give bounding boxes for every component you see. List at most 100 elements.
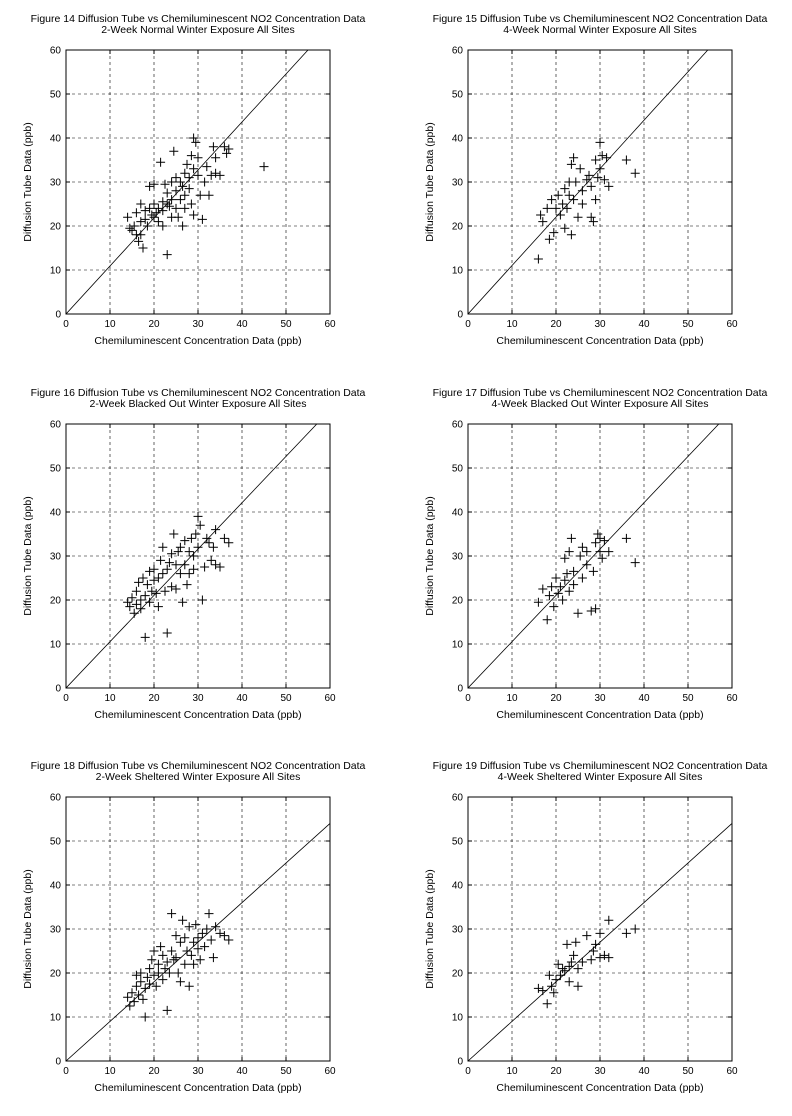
data-point xyxy=(597,553,607,563)
data-point xyxy=(577,957,587,967)
data-point xyxy=(211,153,221,163)
data-point xyxy=(211,168,221,178)
x-tick-label: 10 xyxy=(104,319,116,330)
x-tick-label: 60 xyxy=(324,693,336,704)
data-point xyxy=(533,597,543,607)
data-point xyxy=(204,538,214,548)
reference-line xyxy=(468,823,732,1061)
data-point xyxy=(184,922,194,932)
y-tick-label: 10 xyxy=(452,266,464,277)
data-point xyxy=(178,181,188,191)
data-point xyxy=(136,604,146,614)
data-point xyxy=(599,536,609,546)
data-point xyxy=(202,924,212,934)
data-point xyxy=(162,957,172,967)
data-point xyxy=(558,595,568,605)
x-tick-label: 20 xyxy=(550,319,562,330)
data-point xyxy=(577,542,587,552)
data-point xyxy=(575,551,585,561)
data-point xyxy=(123,597,133,607)
data-point xyxy=(184,547,194,557)
data-point xyxy=(588,566,598,576)
data-point xyxy=(558,199,568,209)
data-point xyxy=(162,250,172,260)
x-tick-label: 10 xyxy=(506,1066,518,1077)
x-tick-label: 40 xyxy=(638,319,650,330)
x-tick-label: 50 xyxy=(280,319,292,330)
x-tick-label: 40 xyxy=(236,693,248,704)
data-point xyxy=(542,615,552,625)
data-point xyxy=(171,953,181,963)
data-point xyxy=(156,157,166,167)
data-point xyxy=(595,533,605,543)
data-point xyxy=(560,966,570,976)
data-point xyxy=(149,199,159,209)
data-point xyxy=(591,939,601,949)
data-point xyxy=(544,591,554,601)
data-point xyxy=(573,212,583,222)
data-point xyxy=(171,584,181,594)
y-tick-label: 20 xyxy=(452,222,464,233)
data-point xyxy=(193,170,203,180)
data-point xyxy=(560,575,570,585)
data-point xyxy=(206,555,216,565)
data-point xyxy=(560,184,570,194)
x-tick-label: 50 xyxy=(682,693,694,704)
data-point xyxy=(134,577,144,587)
data-point xyxy=(189,210,199,220)
y-tick-label: 20 xyxy=(50,222,62,233)
data-point xyxy=(591,155,601,165)
data-point xyxy=(533,254,543,264)
data-point xyxy=(573,608,583,618)
chart-5: Figure 18 Diffusion Tube vs Chemilumines… xyxy=(22,760,366,1094)
data-point xyxy=(136,968,146,978)
data-point xyxy=(588,946,598,956)
data-point xyxy=(156,555,166,565)
data-point xyxy=(160,179,170,189)
data-point xyxy=(123,212,133,222)
data-point xyxy=(186,950,196,960)
x-tick-label: 10 xyxy=(104,693,116,704)
data-point xyxy=(145,203,155,213)
data-point xyxy=(180,190,190,200)
data-point xyxy=(182,580,192,590)
data-point xyxy=(178,597,188,607)
x-tick-label: 10 xyxy=(506,319,518,330)
data-point xyxy=(193,542,203,552)
data-point xyxy=(153,959,163,969)
data-point xyxy=(208,542,218,552)
data-point xyxy=(167,582,177,592)
y-tick-label: 40 xyxy=(50,134,62,145)
data-point xyxy=(182,159,192,169)
data-point xyxy=(140,983,150,993)
data-point xyxy=(538,986,548,996)
y-tick-label: 10 xyxy=(50,1013,62,1024)
data-point xyxy=(167,946,177,956)
data-point xyxy=(151,981,161,991)
y-tick-label: 60 xyxy=(50,46,62,57)
chart-title: Figure 14 Diffusion Tube vs Chemilumines… xyxy=(31,13,366,25)
data-point xyxy=(195,190,205,200)
data-point xyxy=(211,922,221,932)
y-tick-label: 60 xyxy=(452,793,464,804)
y-tick-label: 50 xyxy=(50,464,62,475)
data-point xyxy=(158,221,168,231)
data-point xyxy=(597,151,607,161)
data-point xyxy=(569,566,579,576)
data-point xyxy=(566,533,576,543)
data-point xyxy=(536,210,546,220)
y-tick-label: 60 xyxy=(452,420,464,431)
chart-title: Figure 16 Diffusion Tube vs Chemilumines… xyxy=(31,387,366,399)
data-point xyxy=(140,591,150,601)
data-point xyxy=(542,999,552,1009)
x-tick-label: 0 xyxy=(465,693,471,704)
y-axis-label: Diffusion Tube Data (ppb) xyxy=(424,122,436,241)
data-point xyxy=(184,981,194,991)
data-point xyxy=(184,569,194,579)
chart-subtitle: 4-Week Normal Winter Exposure All Sites xyxy=(503,24,697,36)
y-tick-label: 40 xyxy=(452,134,464,145)
data-point xyxy=(164,201,174,211)
data-point xyxy=(200,562,210,572)
y-tick-label: 30 xyxy=(452,178,464,189)
